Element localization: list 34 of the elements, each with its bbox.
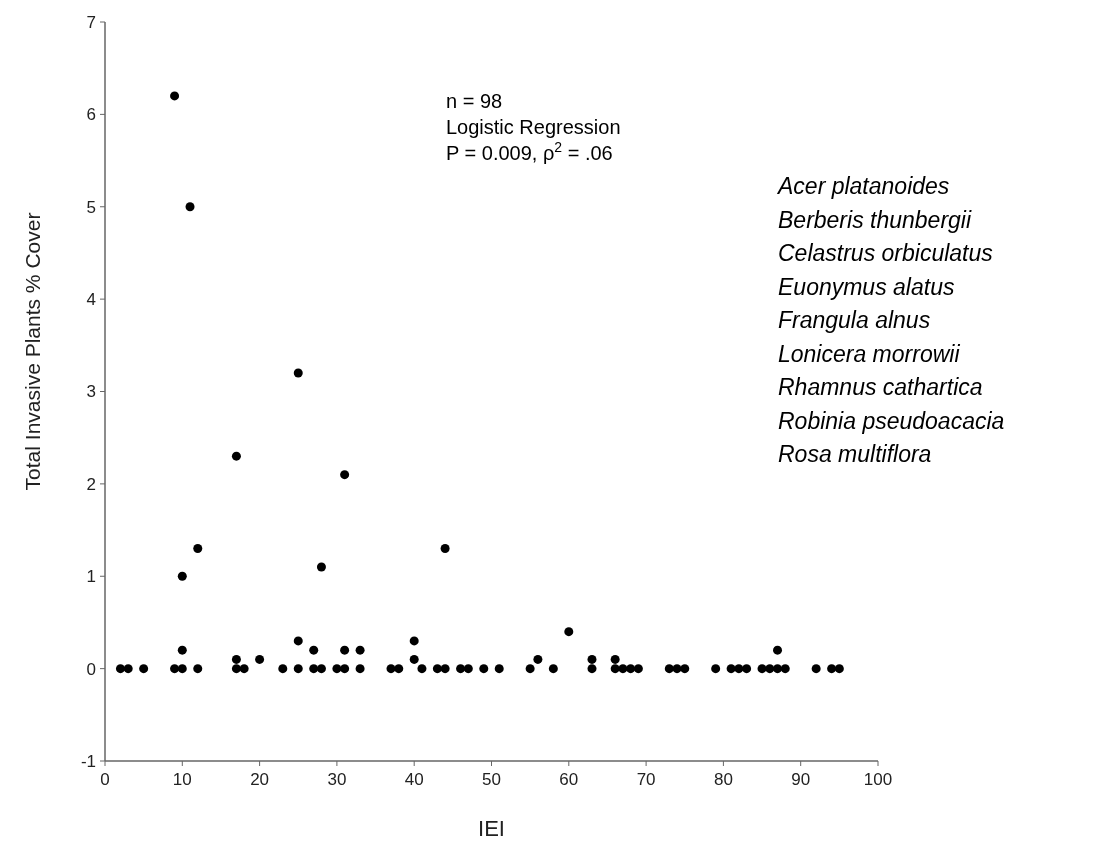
annotation: Acer platanoides [776,173,950,199]
annotation: P = 0.009, ρ$^{2}$ = .06 [446,139,613,164]
annotation: Celastrus orbiculatus [778,240,994,266]
y-axis-title: Total Invasive Plants % Cover [21,212,44,491]
annotation: Rosa multiflora [778,441,932,467]
x-tick-label: 10 [172,770,192,789]
x-tick-label: 0 [100,770,110,789]
annotation: n = 98 [446,90,503,112]
annotation: Robinia pseudoacacia [778,407,1005,434]
x-tick-label: 40 [404,770,424,789]
x-tick-label: 80 [713,770,733,789]
annotation: Frangula alnus [778,307,931,333]
y-tick-label: 3 [86,382,96,402]
x-tick-label: 20 [250,770,270,789]
x-tick-label: 30 [327,770,347,789]
y-tick-label: 6 [86,105,96,125]
x-tick-label: 90 [791,770,811,789]
annotation: Euonymus alatus [778,273,955,300]
annotation: Berberis thunbergii [778,206,972,233]
y-tick-label: 4 [86,290,96,310]
x-tick-label: 50 [482,770,501,789]
x-tick-label: 70 [636,770,656,789]
y-tick-label: 1 [86,567,96,587]
annotation: Logistic Regression [446,116,621,138]
annotation: Lonicera morrowii [778,340,961,367]
y-tick-label: 5 [86,197,96,217]
y-tick-label: -1 [80,751,96,771]
annotation: Rhamnus cathartica [778,374,983,400]
x-tick-label: 100 [863,770,893,789]
y-tick-label: 7 [86,12,96,32]
y-tick-label: 2 [86,474,96,494]
x-tick-label: 60 [559,770,579,789]
y-tick-label: 0 [86,659,96,679]
x-axis-title: IEI [478,816,505,841]
